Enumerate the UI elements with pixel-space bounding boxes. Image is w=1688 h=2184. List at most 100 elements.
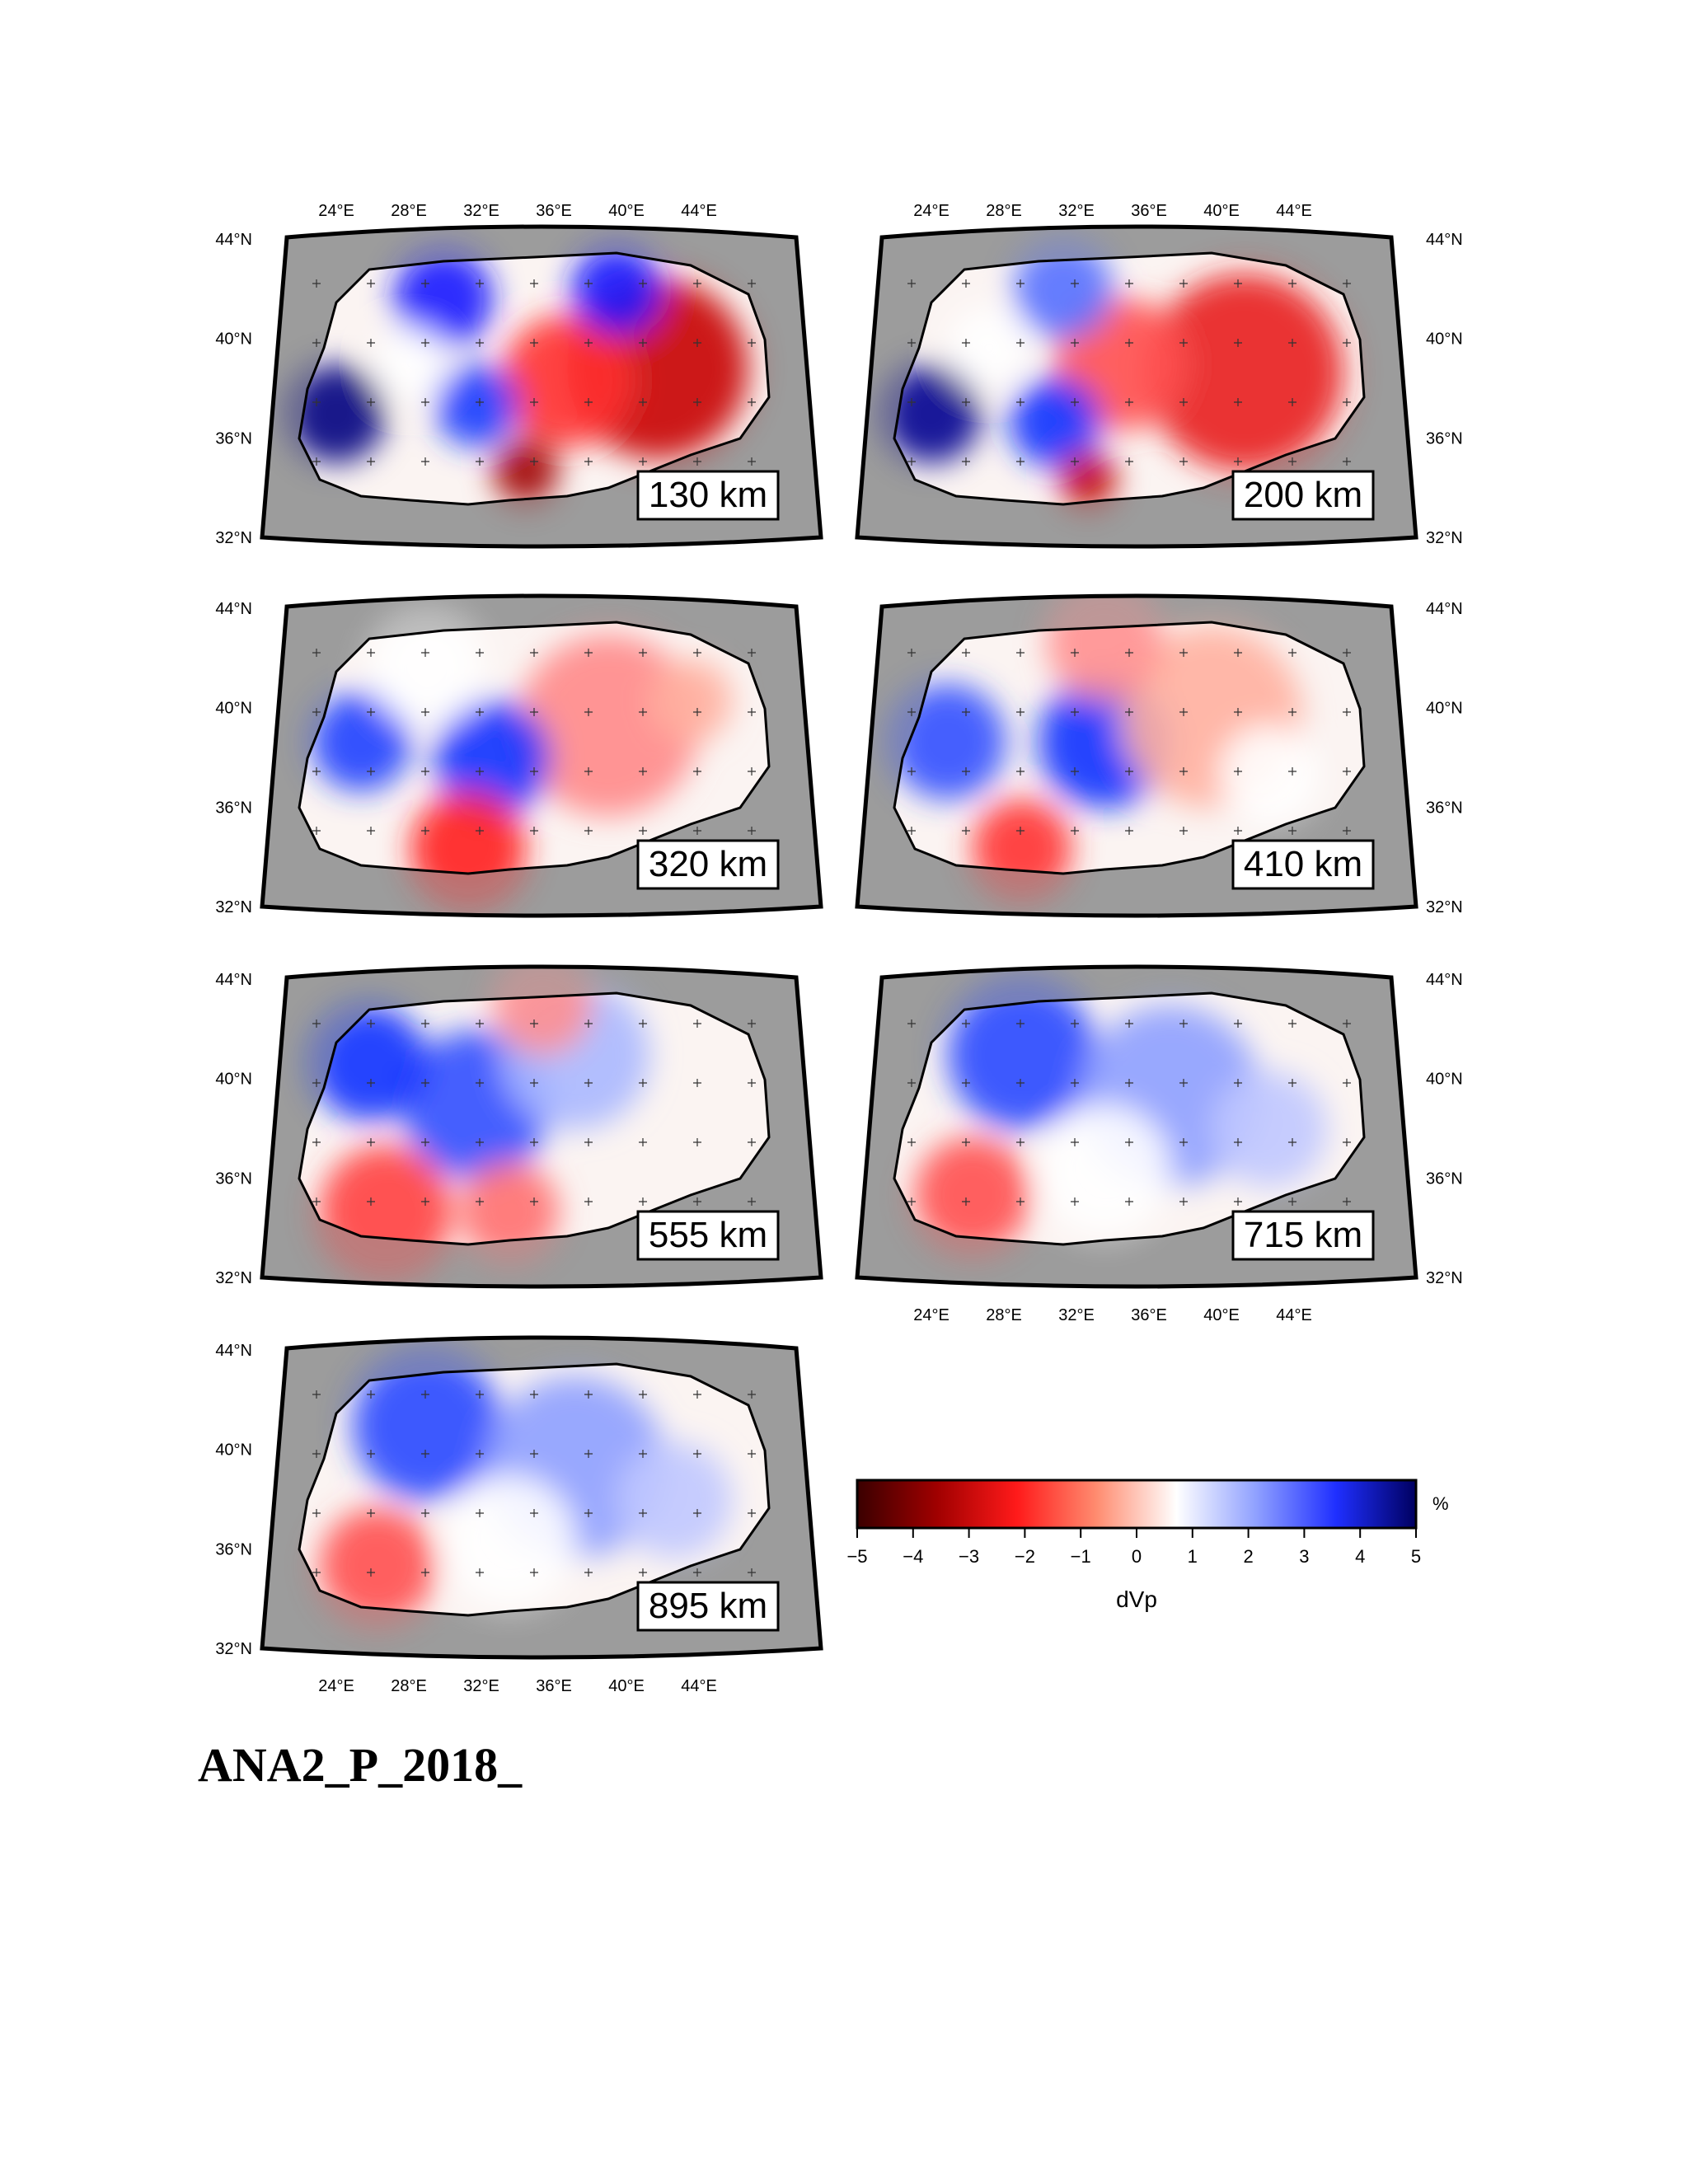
lat-tick-label: 36°N	[1426, 799, 1463, 817]
colorbar-tick-label: 0	[1132, 1546, 1142, 1567]
lon-tick-label: 24°E	[913, 202, 950, 220]
lat-tick-label: 44°N	[215, 600, 252, 618]
map-frame	[260, 224, 823, 549]
lon-tick-label: 44°E	[681, 1677, 717, 1695]
lat-tick-label: 32°N	[1426, 529, 1463, 547]
lat-tick-label: 44°N	[1426, 600, 1463, 618]
colorbar-tick-label: 4	[1355, 1546, 1365, 1567]
lat-tick-label: 32°N	[215, 529, 252, 547]
colorbar-tick: −3	[959, 1528, 979, 1567]
lat-tick-label: 36°N	[215, 1169, 252, 1188]
map-frame	[260, 964, 823, 1289]
colorbar-tick: 1	[1188, 1528, 1198, 1567]
lat-tick-label: 36°N	[215, 429, 252, 448]
lat-tick-label: 40°N	[215, 1071, 252, 1089]
colorbar-tick-label: 3	[1299, 1546, 1309, 1567]
lon-tick-label: 44°E	[1276, 1306, 1312, 1324]
svg-text:555 km: 555 km	[649, 1215, 767, 1255]
lat-tick-label: 44°N	[215, 231, 252, 249]
colorbar-gradient	[856, 1479, 1418, 1530]
lat-tick-label: 32°N	[1426, 898, 1463, 916]
colorbar-tick-label: 1	[1188, 1546, 1198, 1567]
lon-tick-label: 32°E	[1058, 1306, 1095, 1324]
map-panel-320-km: 320 km 44°N 40°N 36°N 32°N	[215, 593, 823, 918]
depth-label: 895 km	[636, 1581, 780, 1632]
lat-tick-label: 40°N	[215, 330, 252, 349]
depth-label: 410 km	[1231, 839, 1375, 890]
lat-tick-label: 44°N	[1426, 971, 1463, 989]
svg-text:895 km: 895 km	[649, 1586, 767, 1626]
colorbar-tick-label: −2	[1015, 1546, 1035, 1567]
lon-tick-label: 36°E	[1131, 1306, 1167, 1324]
colorbar-tick-label: 5	[1411, 1546, 1421, 1567]
colorbar-tick: 2	[1243, 1528, 1254, 1567]
map-panel-715-km: 715 km 44°N 40°N 36°N 32°N 24°E 28°E 32°E 36°E 40…	[855, 964, 1463, 1324]
lon-tick-label: 36°E	[536, 1677, 572, 1695]
lat-tick-label: 32°N	[215, 1640, 252, 1658]
depth-label: 320 km	[636, 839, 780, 890]
lat-tick-label: 32°N	[1426, 1269, 1463, 1287]
svg-text:320 km: 320 km	[649, 844, 767, 884]
lon-tick-label: 28°E	[986, 1306, 1022, 1324]
colorbar-tick-label: −1	[1071, 1546, 1091, 1567]
map-frame	[260, 593, 823, 918]
colorbar: −5 −4 −3 −2 −1 0 1 2 3 4 5 % dVp	[846, 1479, 1449, 1612]
lon-tick-label: 32°E	[463, 202, 499, 220]
lat-tick-label: 36°N	[215, 1540, 252, 1558]
velocity-anomaly-field	[299, 253, 769, 504]
velocity-anomaly-field	[894, 993, 1364, 1244]
lon-tick-label: 40°E	[1203, 1306, 1240, 1324]
colorbar-tick-label: 2	[1243, 1546, 1253, 1567]
lon-tick-label: 28°E	[391, 1677, 427, 1695]
lon-tick-label: 44°E	[1276, 202, 1312, 220]
depth-label: 130 km	[636, 470, 780, 521]
colorbar-unit: %	[1432, 1493, 1449, 1514]
svg-text:200 km: 200 km	[1244, 475, 1362, 515]
lon-tick-label: 40°E	[608, 202, 645, 220]
lat-tick-label: 44°N	[1426, 231, 1463, 249]
lon-tick-label: 36°E	[536, 202, 572, 220]
lat-tick-label: 44°N	[215, 971, 252, 989]
lon-tick-label: 24°E	[913, 1306, 950, 1324]
lon-tick-label: 40°E	[608, 1677, 645, 1695]
map-frame	[855, 964, 1418, 1289]
lat-tick-label: 40°N	[215, 700, 252, 718]
colorbar-tick-label: −4	[903, 1546, 923, 1567]
colorbar-tick: −4	[903, 1528, 923, 1567]
lat-tick-label: 36°N	[1426, 429, 1463, 448]
lon-tick-label: 28°E	[391, 202, 427, 220]
colorbar-ticks: −5 −4 −3 −2 −1 0 1 2 3 4 5	[846, 1528, 1421, 1567]
figure-title: ANA2_P_2018_	[198, 1738, 523, 1792]
colorbar-tick-label: −5	[846, 1546, 867, 1567]
lat-tick-label: 44°N	[215, 1342, 252, 1360]
lat-tick-label: 40°N	[1426, 1071, 1463, 1089]
svg-text:130 km: 130 km	[649, 475, 767, 515]
map-frame	[855, 593, 1418, 918]
colorbar-tick: −2	[1015, 1528, 1035, 1567]
lat-tick-label: 32°N	[215, 1269, 252, 1287]
lat-tick-label: 40°N	[1426, 330, 1463, 349]
lon-tick-label: 28°E	[986, 202, 1022, 220]
colorbar-tick: 3	[1299, 1528, 1310, 1567]
map-panel-200-km: 200 km 44°N 40°N 36°N 32°N 24°E 28°E 32°E 36°E 40…	[855, 202, 1463, 549]
colorbar-tick: 4	[1355, 1528, 1365, 1567]
velocity-anomaly-field	[299, 993, 769, 1244]
lon-tick-label: 36°E	[1131, 202, 1167, 220]
lon-tick-label: 24°E	[318, 202, 354, 220]
map-panel-410-km: 410 km 44°N 40°N 36°N 32°N	[855, 593, 1463, 918]
lon-tick-label: 44°E	[681, 202, 717, 220]
lat-tick-label: 40°N	[215, 1441, 252, 1460]
depth-label: 555 km	[636, 1210, 780, 1261]
svg-text:410 km: 410 km	[1244, 844, 1362, 884]
colorbar-tick: 5	[1411, 1528, 1421, 1567]
map-frame	[260, 1335, 823, 1660]
lon-tick-label: 32°E	[1058, 202, 1095, 220]
colorbar-tick: −5	[846, 1528, 868, 1567]
lon-tick-label: 24°E	[318, 1677, 354, 1695]
colorbar-tick: −1	[1071, 1528, 1091, 1567]
lat-tick-label: 36°N	[215, 799, 252, 817]
map-frame	[855, 224, 1418, 549]
depth-label: 715 km	[1231, 1210, 1375, 1261]
colorbar-label: dVp	[1116, 1586, 1157, 1612]
